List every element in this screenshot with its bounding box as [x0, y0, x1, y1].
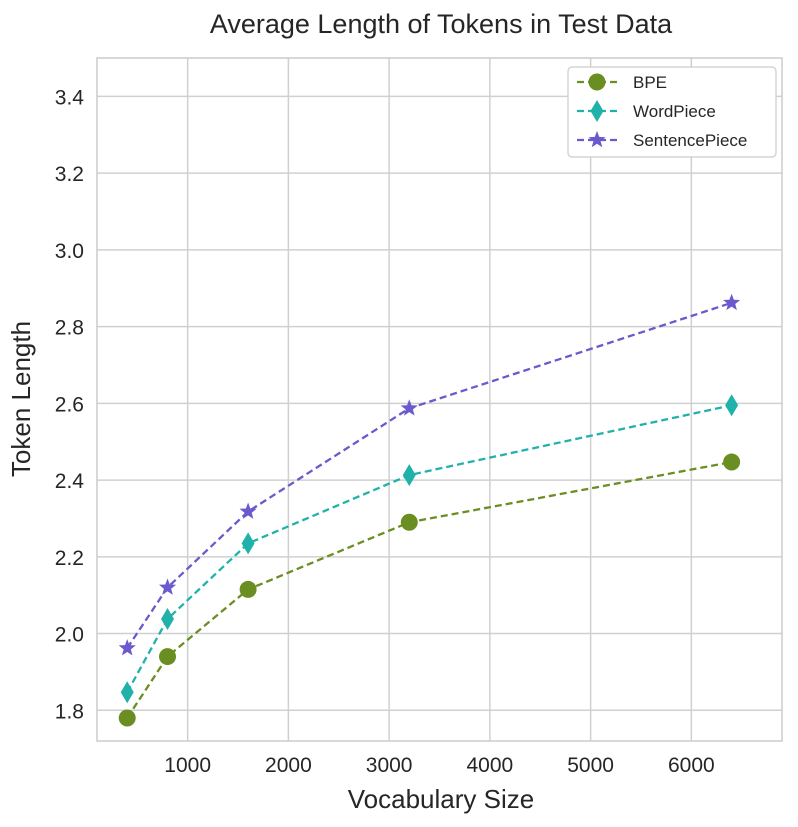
chart-title: Average Length of Tokens in Test Data [210, 9, 673, 39]
series-sentencepiece [118, 293, 741, 656]
x-tick-label: 4000 [467, 754, 514, 777]
legend-swatch-marker [590, 100, 604, 122]
data-point-marker [402, 464, 416, 487]
data-point-marker [118, 639, 136, 656]
plot-area-border [96, 57, 783, 742]
y-tick-label: 3.2 [55, 163, 84, 186]
data-point-marker [118, 709, 136, 727]
y-tick-label: 2.2 [55, 547, 84, 570]
x-axis-label: Vocabulary Size [348, 784, 534, 814]
legend-swatch-marker [588, 73, 606, 91]
x-tick-label: 6000 [668, 754, 715, 777]
data-point-marker [159, 648, 177, 666]
series-line [126, 404, 732, 693]
data-point-marker [400, 399, 418, 416]
legend-item: BPE [577, 73, 667, 92]
series-wordpiece [120, 394, 739, 704]
legend-label: WordPiece [633, 102, 716, 121]
legend-label: SentencePiece [633, 131, 747, 150]
x-axis-ticks: 1000 2000 3000 4000 5000 6000 [164, 754, 714, 777]
data-point-marker [120, 681, 134, 704]
x-tick-label: 5000 [567, 754, 614, 777]
y-tick-label: 3.4 [55, 86, 85, 109]
data-point-marker [241, 532, 255, 555]
x-tick-label: 1000 [164, 754, 211, 777]
legend-item: WordPiece [577, 100, 716, 122]
y-axis-label: Token Length [6, 321, 36, 477]
data-point-marker [723, 293, 741, 311]
y-tick-label: 2.8 [55, 317, 84, 340]
data-point-marker [400, 513, 418, 531]
data-point-marker [161, 607, 175, 630]
x-tick-label: 3000 [366, 754, 413, 777]
data-point-marker [723, 453, 741, 471]
y-tick-label: 1.8 [55, 700, 84, 723]
series-layer [118, 293, 741, 727]
legend-label: BPE [633, 73, 667, 92]
data-point-marker [158, 578, 177, 595]
data-point-marker [239, 580, 257, 598]
legend-box [567, 66, 777, 158]
y-axis-ticks: 1.8 2.0 2.2 2.4 2.6 2.8 3.0 3.2 3.4 [55, 86, 85, 723]
y-tick-label: 3.0 [55, 240, 84, 263]
legend-item: SentencePiece [577, 131, 747, 150]
data-point-marker [725, 394, 739, 417]
series-bpe [118, 453, 741, 727]
y-tick-label: 2.4 [55, 470, 85, 493]
legend-swatch-marker [588, 131, 606, 148]
y-tick-label: 2.0 [55, 624, 84, 647]
legend: BPE WordPiece SentencePiece [567, 66, 777, 158]
series-line [126, 301, 732, 649]
x-tick-label: 2000 [265, 754, 312, 777]
series-line [126, 460, 732, 719]
data-point-marker [239, 502, 257, 519]
grid-lines [97, 58, 782, 741]
y-tick-label: 2.6 [55, 393, 84, 416]
